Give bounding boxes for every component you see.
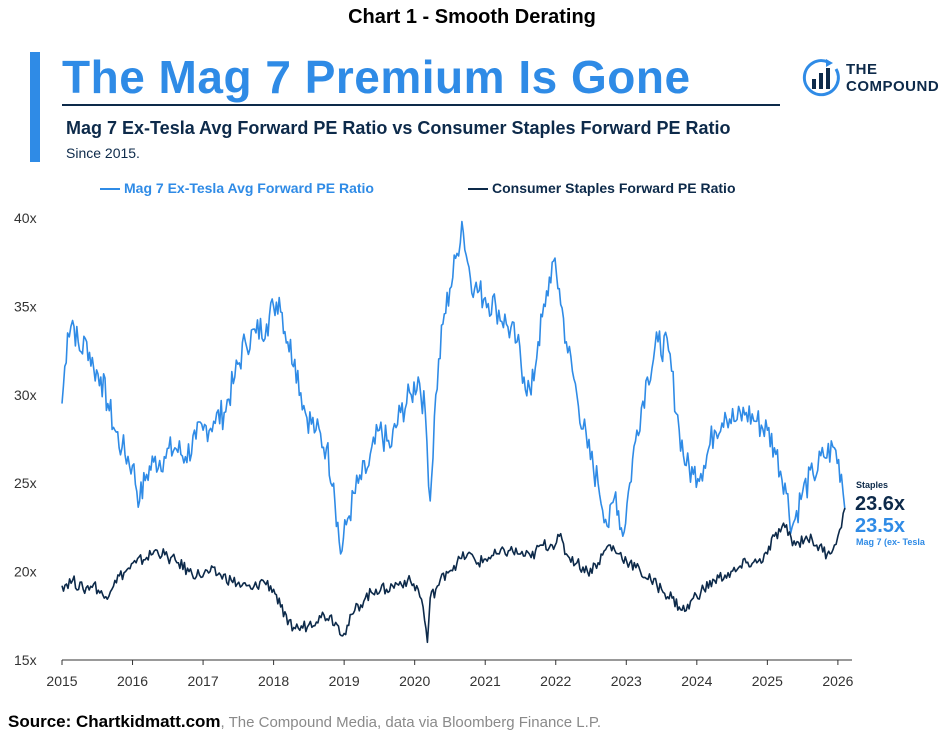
x-tick-label: 2015 <box>46 673 77 689</box>
headline-divider <box>62 104 780 106</box>
y-tick-label: 15x <box>14 652 37 668</box>
mag7-end-value: 23.5x <box>855 515 905 537</box>
staples-end-caption: Staples <box>856 480 888 490</box>
source-footer: Source: Chartkidmatt.com, The Compound M… <box>8 712 601 732</box>
x-tick-label: 2018 <box>258 673 289 689</box>
series-line-staples <box>61 507 846 644</box>
x-tick-label: 2016 <box>117 673 148 689</box>
legend-label-mag7: Mag 7 Ex-Tesla Avg Forward PE Ratio <box>124 180 374 196</box>
x-tick-label: 2022 <box>540 673 571 689</box>
staples-end-value: 23.6x <box>855 493 905 515</box>
headline: The Mag 7 Premium Is Gone <box>62 51 691 103</box>
x-tick-label: 2024 <box>681 673 712 689</box>
logo-text: THE COMPOUND <box>846 61 939 95</box>
legend-label-staples: Consumer Staples Forward PE Ratio <box>492 180 736 196</box>
legend-item-staples: Consumer Staples Forward PE Ratio <box>468 180 736 196</box>
y-tick-label: 40x <box>14 210 37 226</box>
headline-accent-bar <box>30 52 40 162</box>
y-tick-label: 20x <box>14 564 37 580</box>
compound-logo: THE COMPOUND <box>800 55 940 101</box>
y-tick-label: 35x <box>14 298 37 314</box>
chart-subtitle: Mag 7 Ex-Tesla Avg Forward PE Ratio vs C… <box>66 118 731 138</box>
logo-line-1: THE <box>846 61 878 78</box>
y-tick-label: 30x <box>14 387 37 403</box>
logo-line-2: COMPOUND <box>846 78 940 95</box>
legend-swatch-mag7 <box>100 188 120 191</box>
chart-number-title: Chart 1 - Smooth Derating <box>348 6 596 28</box>
legend-item-mag7: Mag 7 Ex-Tesla Avg Forward PE Ratio <box>100 180 374 196</box>
source-details: , The Compound Media, data via Bloomberg… <box>220 714 602 731</box>
x-tick-label: 2020 <box>399 673 430 689</box>
series-line-mag7 <box>61 220 846 555</box>
mag7-end-caption: Mag 7 (ex- Tesla <box>856 537 926 547</box>
x-tick-label: 2026 <box>822 673 853 689</box>
x-tick-label: 2017 <box>187 673 218 689</box>
legend-swatch-staples <box>468 188 488 191</box>
x-tick-label: 2021 <box>470 673 501 689</box>
bar-chart-circle-icon <box>802 59 840 97</box>
x-tick-label: 2019 <box>329 673 360 689</box>
since-note: Since 2015. <box>66 145 140 161</box>
x-tick-label: 2025 <box>752 673 783 689</box>
source-label: Source: Chartkidmatt.com <box>8 712 221 731</box>
x-tick-label: 2023 <box>611 673 642 689</box>
y-tick-label: 25x <box>14 475 37 491</box>
